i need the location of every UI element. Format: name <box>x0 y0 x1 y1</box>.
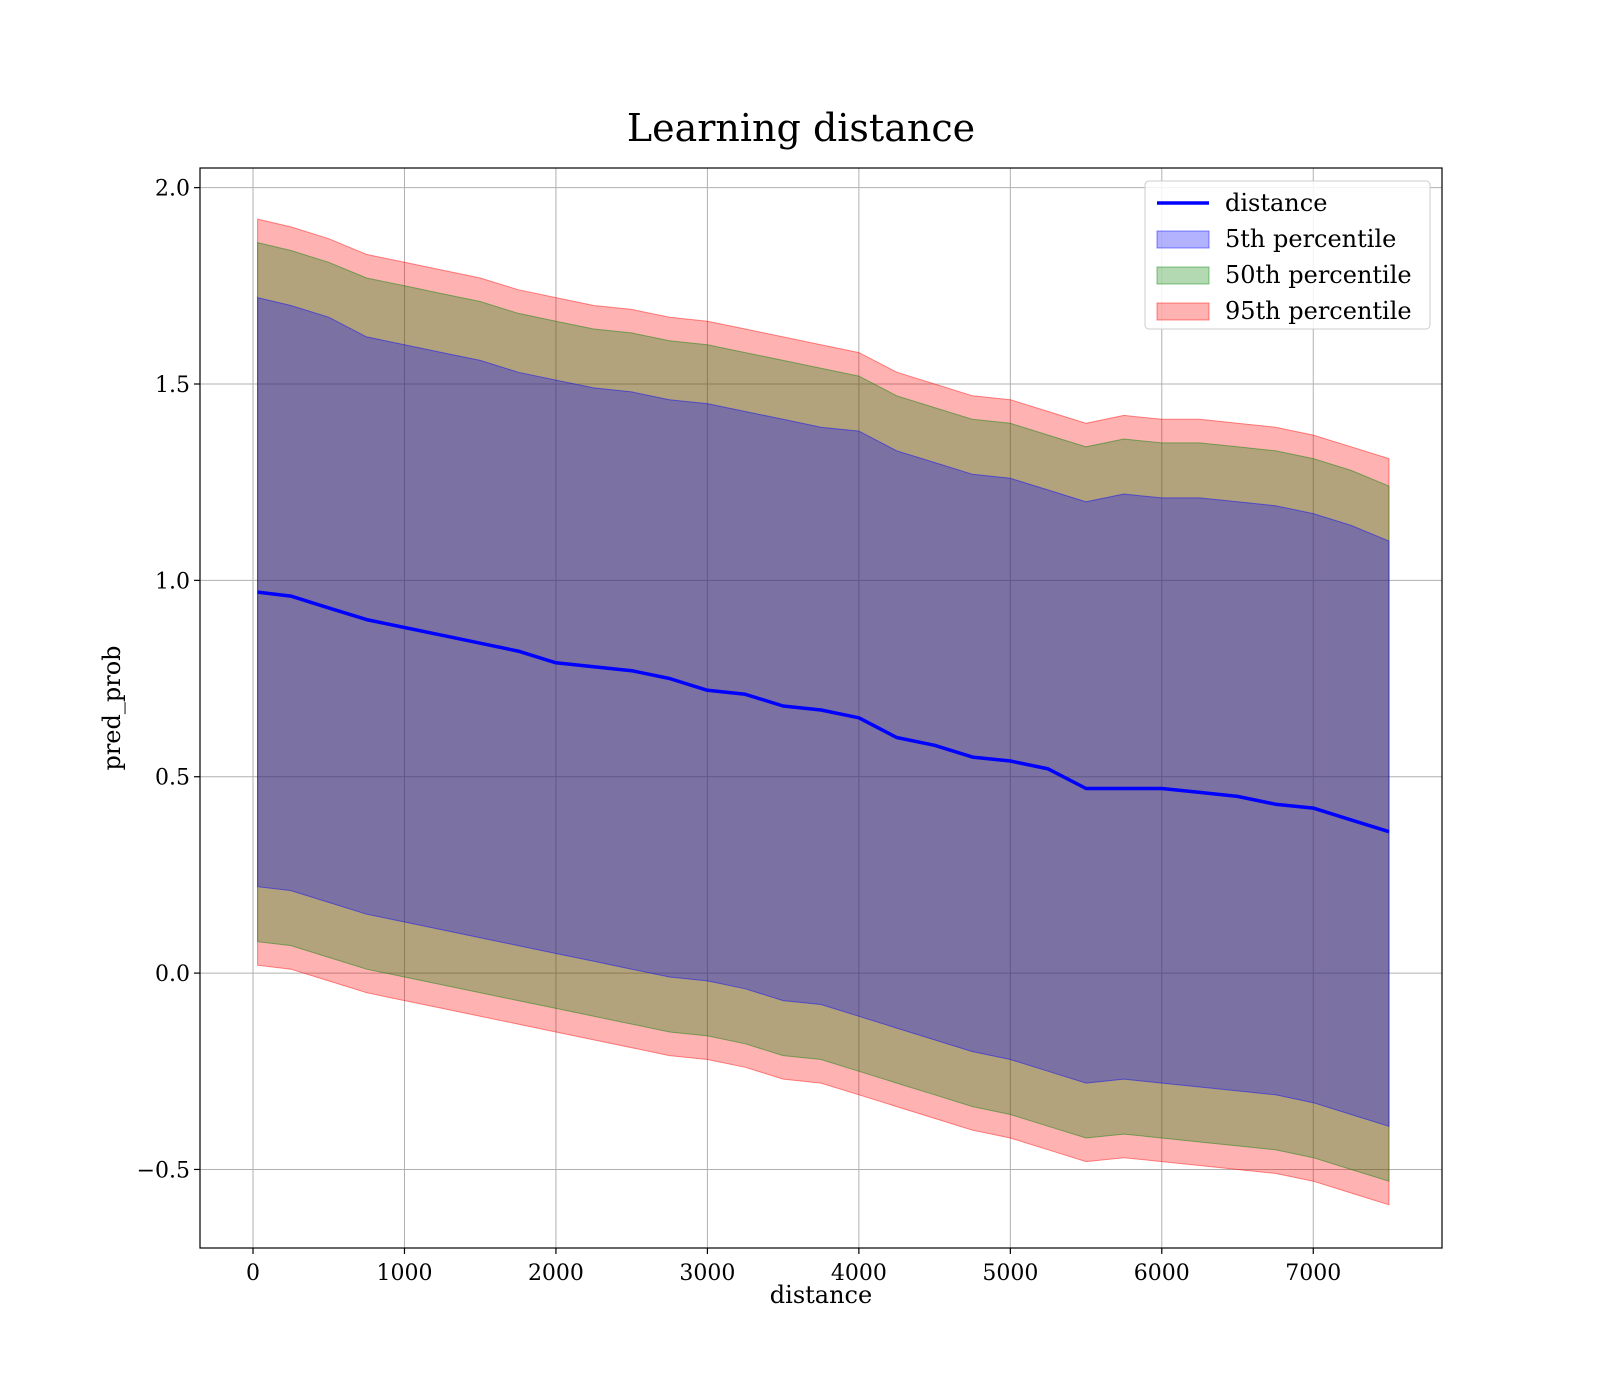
chart-title: Learning distance <box>627 106 975 150</box>
x-tick-label: 4000 <box>831 1261 887 1286</box>
legend-swatch-95th-percentile <box>1156 302 1210 321</box>
x-tick-label: 3000 <box>679 1261 735 1286</box>
legend-label-95th-percentile: 95th percentile <box>1225 297 1412 325</box>
y-tick-label: −0.5 <box>137 1158 190 1183</box>
legend-label-50th-percentile: 50th percentile <box>1225 261 1412 289</box>
legend-box <box>1144 180 1431 330</box>
x-tick-label: 5000 <box>982 1261 1038 1286</box>
x-axis-label: distance <box>770 1281 872 1309</box>
y-tick-label: 0.0 <box>155 962 190 987</box>
legend-swatch-5th-percentile <box>1156 230 1210 249</box>
y-tick-label: 2.0 <box>155 177 190 202</box>
y-tick-label: 1.5 <box>155 373 190 398</box>
y-axis-ticks: 2.0 1.5 1.0 0.5 0.0 −0.5 <box>137 177 200 1183</box>
legend-swatch-50th-percentile <box>1156 266 1210 285</box>
y-tick-label: 0.5 <box>155 766 190 791</box>
x-tick-label: 7000 <box>1285 1261 1341 1286</box>
x-tick-label: 1000 <box>376 1261 432 1286</box>
legend: distance 5th percentile 50th percentile 95t… <box>1144 180 1431 330</box>
y-axis-label: pred_prob <box>98 645 126 770</box>
legend-label-distance: distance <box>1225 189 1327 217</box>
legend-label-5th-percentile: 5th percentile <box>1225 225 1396 253</box>
series-line-distance <box>257 590 1390 834</box>
grid-lines <box>200 168 1442 1248</box>
plot-frame <box>199 167 1443 1249</box>
x-tick-label: 0 <box>246 1261 260 1286</box>
y-tick-label: 1.0 <box>155 569 190 594</box>
x-tick-label: 2000 <box>528 1261 584 1286</box>
percentile-bands <box>257 218 1390 1206</box>
x-tick-label: 6000 <box>1134 1261 1190 1286</box>
x-axis-ticks: 0 1000 2000 3000 4000 5000 6000 7000 <box>246 1248 1341 1286</box>
